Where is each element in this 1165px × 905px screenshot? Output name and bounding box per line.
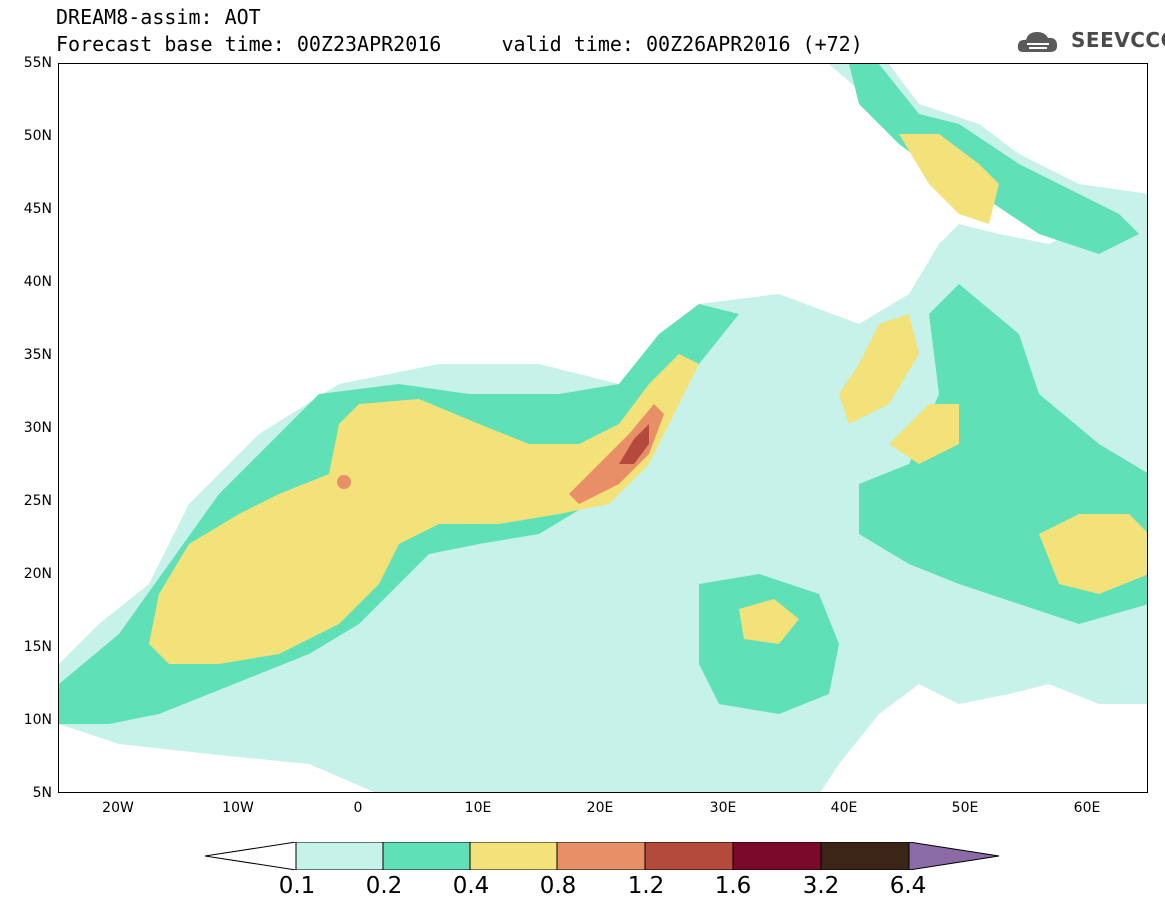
lat-label: 5N <box>32 785 52 801</box>
colorbar-arrow-high <box>908 842 1000 870</box>
colorbar-swatch <box>732 842 822 870</box>
colorbar-label: 0.2 <box>365 873 403 899</box>
colorbar-label: 0.4 <box>452 873 490 899</box>
colorbar-label: 0.8 <box>539 873 577 899</box>
aot-region-1-2 <box>619 424 649 464</box>
lon-label: 40E <box>830 800 858 816</box>
lat-label: 30N <box>23 420 52 436</box>
lat-label: 20N <box>23 566 52 582</box>
map-title: DREAM8-assim: AOT <box>56 5 261 29</box>
colorbar <box>205 842 1000 870</box>
colorbar-label: 1.2 <box>627 873 665 899</box>
colorbar-swatch <box>820 842 910 870</box>
colorbar-swatch <box>556 842 646 870</box>
lon-label: 0 <box>353 800 363 816</box>
colorbar-label: 6.4 <box>889 873 927 899</box>
lat-label: 10N <box>23 712 52 728</box>
lon-label: 60E <box>1073 800 1101 816</box>
colorbar-swatch <box>295 842 384 870</box>
lat-label: 55N <box>23 55 52 71</box>
colorbar-swatch <box>382 842 471 870</box>
aot-region-0-4 <box>149 134 1147 664</box>
logo-text: SEEVCCC <box>1071 28 1165 52</box>
cloud-icon <box>1017 32 1058 52</box>
colorbar-label: 3.2 <box>802 873 840 899</box>
colorbar-label: 0.1 <box>278 873 316 899</box>
lat-label: 50N <box>23 128 52 144</box>
lat-label: 25N <box>23 493 52 509</box>
lat-label: 15N <box>23 639 52 655</box>
lon-label: 30E <box>709 800 737 816</box>
aot-region-0-8 <box>337 404 664 504</box>
lon-label: 50E <box>951 800 979 816</box>
aot-map <box>58 63 1148 793</box>
lat-label: 35N <box>23 347 52 363</box>
lon-label: 20W <box>102 800 134 816</box>
lat-label: 40N <box>23 274 52 290</box>
colorbar-swatch <box>469 842 558 870</box>
forecast-time-line: Forecast base time: 00Z23APR2016 valid t… <box>56 32 863 56</box>
lon-label: 20E <box>586 800 614 816</box>
colorbar-swatch <box>644 842 734 870</box>
lon-label: 10E <box>464 800 492 816</box>
lat-label: 45N <box>23 201 52 217</box>
lon-label: 10W <box>222 800 254 816</box>
colorbar-label: 1.6 <box>714 873 752 899</box>
colorbar-arrow-low <box>205 842 297 870</box>
